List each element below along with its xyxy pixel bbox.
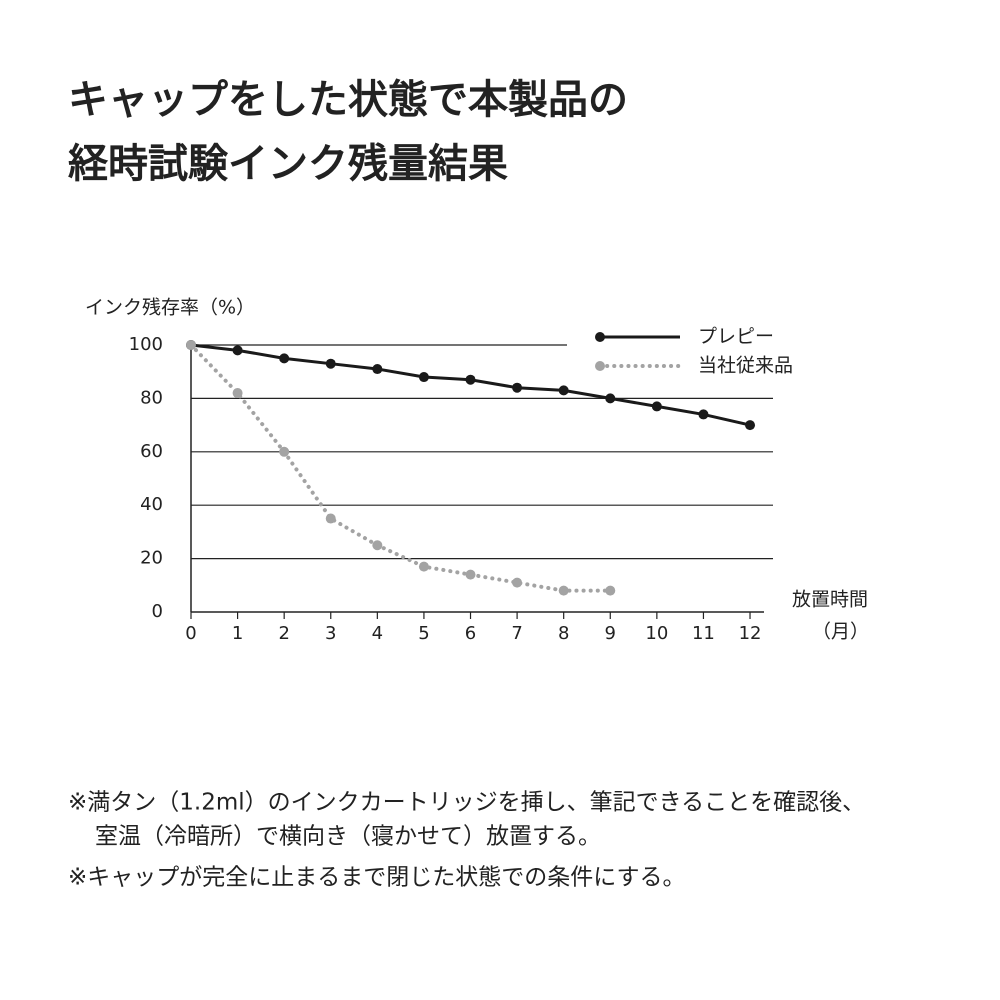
x-tick-label: 1 [232,623,243,644]
data-point [325,358,336,369]
x-tick-label: 0 [185,623,196,644]
x-tick-label: 9 [605,623,616,644]
data-point [558,385,569,396]
x-tick-label: 6 [465,623,476,644]
data-point [418,372,429,383]
x-tick-label: 2 [278,623,289,644]
data-point [512,382,523,393]
chart-title: キャップをした状態で本製品の [68,77,628,123]
series-line [189,343,613,593]
data-point [605,393,616,404]
x-tick-label: 5 [418,623,429,644]
y-axis-label: インク残存率（%） [85,297,255,319]
chart-title: 経時試験インク残量結果 [68,141,508,187]
data-point [186,340,196,350]
x-tick-label: 12 [739,623,762,644]
x-tick-label: 8 [558,623,569,644]
legend-marker [595,361,605,371]
data-point [372,540,383,551]
data-point [558,585,569,596]
y-tick-label: 100 [129,334,163,355]
y-tick-label: 0 [152,601,163,622]
series-line [190,343,751,427]
data-point [232,345,243,356]
x-tick-label: 3 [325,623,336,644]
x-axis-label: 放置時間 [792,589,868,611]
legend-label: 当社従来品 [698,355,793,377]
x-tick-label: 7 [511,623,522,644]
data-point [512,577,523,588]
y-tick-label: 80 [140,387,163,408]
data-point [325,513,336,524]
data-point [465,374,476,385]
y-tick-label: 40 [140,494,163,515]
data-point [745,420,756,431]
x-tick-label: 11 [692,623,715,644]
legend-label: プレピー [698,326,774,348]
data-point [232,388,243,399]
x-tick-label: 4 [372,623,383,644]
legend-marker [595,332,605,342]
data-point [279,353,290,364]
data-point [698,409,709,420]
x-axis-label: （月） [812,621,869,643]
data-point [465,569,476,580]
note: ※キャップが完全に止まるまで閉じた状態での条件にする。 [68,865,686,891]
note: 室温（冷暗所）で横向き（寝かせて）放置する。 [95,824,601,850]
y-tick-label: 60 [140,441,163,462]
data-point [605,585,616,596]
x-tick-label: 10 [645,623,668,644]
note: ※満タン（1.2ml）のインクカートリッジを挿し、筆記できることを確認後、 [68,790,865,816]
data-point [418,561,429,572]
y-tick-label: 20 [140,548,163,569]
data-point [651,401,662,412]
data-point [279,446,290,457]
data-point [372,364,383,375]
